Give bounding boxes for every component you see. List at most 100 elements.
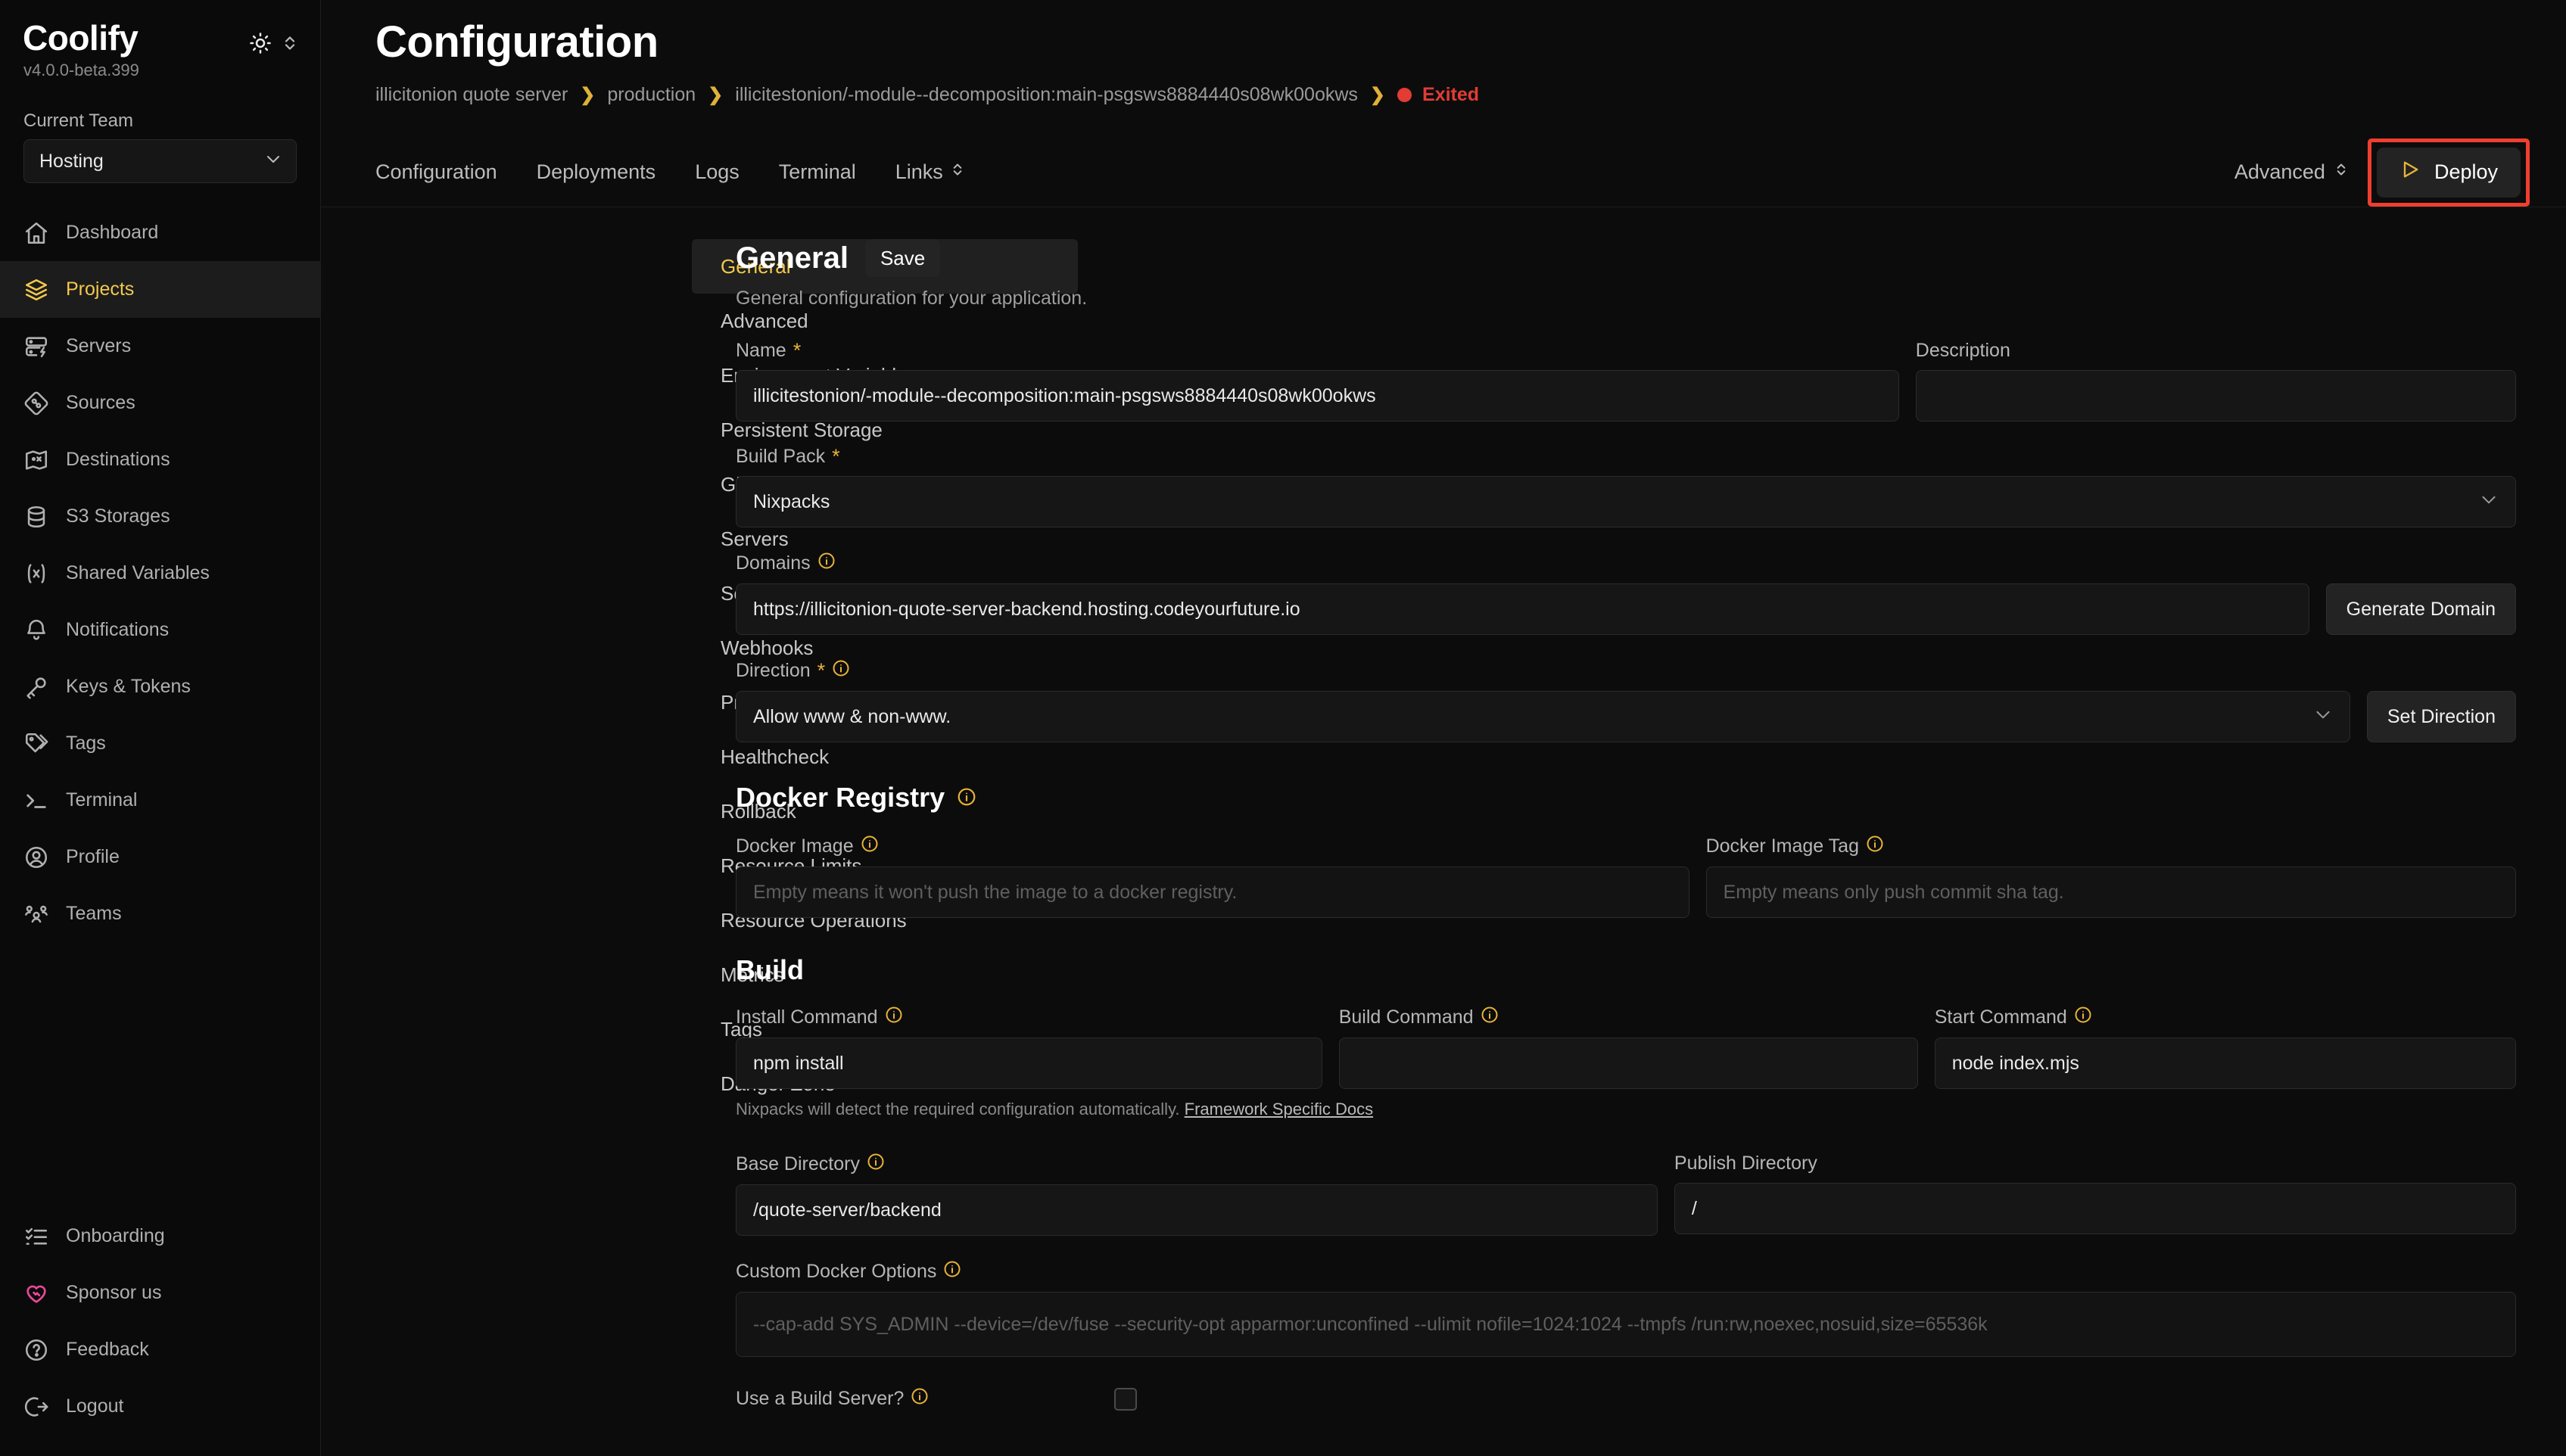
info-icon[interactable] — [817, 552, 836, 575]
tab-deployments[interactable]: Deployments — [537, 160, 656, 184]
publish-directory-label: Publish Directory — [1674, 1153, 2516, 1183]
sidebar-item-logout[interactable]: Logout — [0, 1378, 320, 1435]
sidebar-item-profile[interactable]: Profile — [0, 829, 320, 885]
sidebar-item-destinations[interactable]: Destinations — [0, 431, 320, 488]
config-item-webhooks[interactable]: Webhooks — [692, 621, 1078, 675]
config-item-tags[interactable]: Tags — [692, 1002, 1078, 1056]
config-item-label: General — [721, 254, 791, 278]
section-subtitle: General configuration for your applicati… — [736, 288, 1088, 309]
docker-registry-row: Docker Image Empty means it won't push t… — [736, 835, 2516, 918]
framework-docs-link[interactable]: Framework Specific Docs — [1184, 1100, 1374, 1118]
start-command-value: node index.mjs — [1951, 1052, 2079, 1074]
info-icon[interactable] — [1481, 1006, 1499, 1029]
deploy-button[interactable]: Deploy — [2376, 147, 2521, 198]
buildpack-label: Build Pack * — [736, 446, 2516, 476]
config-item-persistent-storage[interactable]: Persistent Storage — [692, 403, 1078, 457]
status-dot-icon — [1397, 88, 1412, 102]
publish-directory-label-text: Publish Directory — [1674, 1153, 1817, 1174]
tab-logs[interactable]: Logs — [695, 160, 740, 184]
sidebar-item-s3-storages[interactable]: S3 Storages — [0, 488, 320, 545]
breadcrumb-item-project[interactable]: illicitonion quote server — [375, 84, 568, 105]
config-item-healthcheck[interactable]: Healthcheck — [692, 730, 1078, 784]
docker-registry-section: Docker Registry Docker Image — [736, 782, 2516, 918]
tab-configuration[interactable]: Configuration — [375, 160, 497, 184]
config-item-label: Healthcheck — [721, 745, 830, 768]
description-input[interactable] — [1915, 370, 2517, 422]
sidebar-item-label: Terminal — [66, 789, 138, 811]
sidebar-item-sponsor-us[interactable]: Sponsor us — [0, 1265, 320, 1321]
sidebar-item-onboarding[interactable]: Onboarding — [0, 1208, 320, 1265]
sidebar-item-label: Profile — [66, 846, 120, 868]
start-command-label-text: Start Command — [1934, 1006, 2067, 1028]
chevron-up-down-icon[interactable] — [282, 32, 297, 54]
config-item-advanced[interactable]: Advanced — [692, 294, 1078, 348]
info-icon[interactable] — [861, 835, 879, 858]
app-version: v4.0.0-beta.399 — [23, 61, 139, 80]
sidebar-item-servers[interactable]: Servers — [0, 318, 320, 375]
tab-terminal[interactable]: Terminal — [779, 160, 856, 184]
sidebar-item-projects[interactable]: Projects — [0, 261, 320, 319]
install-command-input[interactable]: npm install — [736, 1038, 1322, 1089]
build-section: Build Install Command npm install — [736, 954, 2517, 1411]
server-icon — [23, 334, 49, 359]
docker-tag-label-text: Docker Image Tag — [1705, 835, 1859, 857]
buildpack-select[interactable]: Nixpacks — [736, 476, 2516, 527]
publish-directory-input[interactable]: / — [1674, 1183, 2516, 1234]
info-icon[interactable] — [867, 1153, 885, 1176]
config-item-metrics[interactable]: Metrics — [692, 947, 1078, 1002]
sidebar-item-terminal[interactable]: Terminal — [0, 772, 320, 829]
deploy-highlight-box: Deploy — [2367, 138, 2530, 207]
tab-label: Configuration — [375, 160, 497, 183]
chevron-right-icon: ❯ — [580, 85, 596, 105]
chevron-up-down-icon — [951, 160, 964, 185]
direction-select[interactable]: Allow www & non-www. — [736, 691, 2350, 742]
sidebar-item-keys-tokens[interactable]: Keys & Tokens — [0, 658, 320, 715]
sidebar-item-sources[interactable]: Sources — [0, 375, 320, 431]
advanced-dropdown[interactable]: Advanced — [2234, 160, 2348, 185]
info-icon[interactable] — [957, 782, 976, 814]
tab-list: Configuration Deployments Logs Terminal … — [375, 160, 964, 185]
build-server-checkbox[interactable] — [1114, 1387, 1137, 1411]
sidebar-item-label: Keys & Tokens — [66, 676, 191, 698]
docker-tag-input[interactable]: Empty means only push commit sha tag. — [1705, 866, 2516, 918]
sun-icon[interactable] — [249, 32, 272, 54]
tab-links[interactable]: Links — [895, 160, 964, 185]
config-item-rollback[interactable]: Rollback — [692, 784, 1078, 838]
name-input[interactable]: illicitestonion/-module--decomposition:m… — [736, 370, 1899, 422]
set-direction-button[interactable]: Set Direction — [2366, 691, 2516, 742]
breadcrumb-item-resource[interactable]: illicitestonion/-module--decomposition:m… — [735, 84, 1358, 105]
theme-controls[interactable] — [249, 20, 297, 54]
config-item-label: Rollback — [721, 799, 796, 823]
info-icon[interactable] — [911, 1387, 929, 1411]
save-button[interactable]: Save — [864, 239, 941, 277]
sidebar-item-shared-variables[interactable]: Shared Variables — [0, 545, 320, 602]
docker-image-label: Docker Image — [736, 835, 1689, 866]
team-switcher[interactable]: Hosting — [23, 139, 297, 184]
info-icon[interactable] — [1866, 835, 1884, 858]
domains-input-value: https://illicitonion-quote-server-backen… — [753, 598, 1300, 620]
config-item-servers[interactable]: Servers — [692, 512, 1078, 566]
sidebar-item-feedback[interactable]: Feedback — [0, 1321, 320, 1378]
custom-docker-options-input[interactable]: --cap-add SYS_ADMIN --device=/dev/fuse -… — [736, 1292, 2516, 1357]
info-icon[interactable] — [832, 659, 850, 683]
install-command-label: Install Command — [736, 1006, 1322, 1038]
build-hint-text: Nixpacks will detect the required config… — [736, 1100, 1180, 1118]
info-icon[interactable] — [885, 1006, 903, 1029]
docker-image-input[interactable]: Empty means it won't push the image to a… — [736, 866, 1689, 918]
info-icon[interactable] — [2074, 1006, 2092, 1029]
status-badge: Exited — [1397, 84, 1479, 106]
start-command-input[interactable]: node index.mjs — [1934, 1038, 2517, 1089]
domains-input[interactable]: https://illicitonion-quote-server-backen… — [736, 583, 2309, 635]
generate-domain-button[interactable]: Generate Domain — [2325, 583, 2516, 635]
info-icon[interactable] — [943, 1260, 961, 1283]
sidebar-item-notifications[interactable]: Notifications — [0, 602, 320, 658]
set-direction-label: Set Direction — [2387, 705, 2496, 727]
sidebar-item-tags[interactable]: Tags — [0, 715, 320, 772]
build-command-input[interactable] — [1338, 1038, 1918, 1089]
sidebar-item-teams[interactable]: Teams — [0, 885, 320, 942]
breadcrumb-item-environment[interactable]: production — [607, 84, 696, 105]
general-section-header: General Save — [736, 239, 2516, 277]
base-directory-input[interactable]: /quote-server/backend — [736, 1184, 1658, 1236]
sidebar-item-dashboard[interactable]: Dashboard — [0, 204, 320, 261]
config-item-label: Persistent Storage — [721, 418, 883, 441]
